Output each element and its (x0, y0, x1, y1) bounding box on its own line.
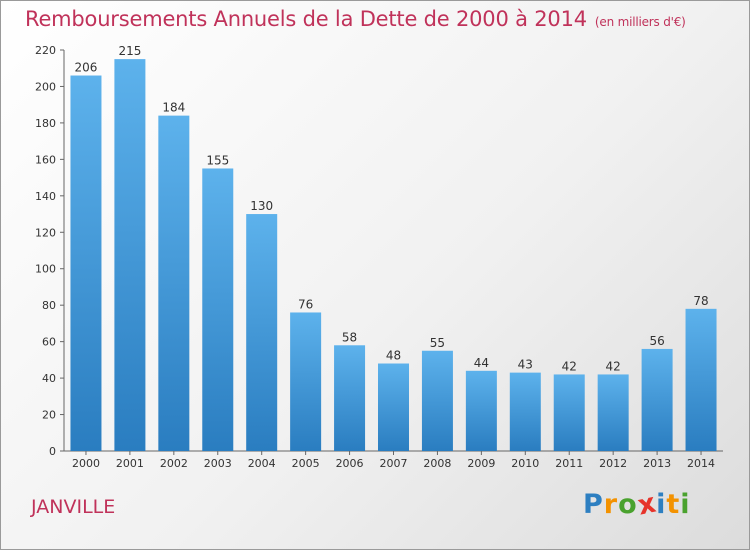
bar-2009 (465, 370, 497, 451)
chart-axes: 0 20 40 60 80 100 120 140 160 180 200 220 2000 2001 20… (35, 44, 723, 470)
x-tick-label: 2007 (380, 457, 408, 470)
bar-2008 (421, 350, 453, 451)
data-label: 130 (250, 199, 273, 213)
chart-bars (70, 59, 717, 452)
data-label: 78 (693, 294, 708, 308)
data-label: 43 (518, 358, 533, 372)
x-tick-label: 2012 (599, 457, 627, 470)
y-tick-label: 140 (35, 190, 56, 203)
x-tick-label: 2004 (248, 457, 276, 470)
bar-2006 (334, 345, 366, 451)
bar-2007 (378, 363, 409, 451)
bar-2004 (246, 214, 278, 451)
x-tick-label: 2010 (511, 457, 539, 470)
data-label: 184 (162, 101, 185, 115)
proxiti-logo: Proxiti (583, 487, 691, 521)
x-tick-label: 2013 (643, 457, 671, 470)
chart-title: Remboursements Annuels de la Dette de 20… (25, 7, 686, 31)
x-tick-label: 2011 (555, 457, 583, 470)
x-tick-label: 2014 (687, 457, 715, 470)
data-label: 42 (606, 359, 621, 373)
x-tick-label: 2006 (336, 457, 364, 470)
chart-title-text: Remboursements Annuels de la Dette de 20… (25, 7, 587, 31)
logo-letter: t (666, 489, 681, 520)
data-label: 76 (298, 297, 313, 311)
logo-letter: o (618, 489, 638, 520)
y-tick-label: 20 (42, 409, 56, 422)
x-tick-label: 2001 (116, 457, 144, 470)
data-label: 42 (562, 359, 577, 373)
bar-2010 (509, 372, 541, 451)
y-tick-label: 0 (49, 445, 56, 458)
data-label: 206 (75, 61, 98, 75)
x-tick-label: 2002 (160, 457, 188, 470)
bar-2014 (685, 308, 717, 451)
y-tick-label: 120 (35, 226, 56, 239)
logo-letter: i (656, 489, 667, 520)
data-label: 48 (386, 349, 401, 363)
y-tick-label: 100 (35, 263, 56, 276)
y-tick-label: 200 (35, 80, 56, 93)
bar-2012 (597, 374, 629, 451)
x-tick-label: 2000 (72, 457, 100, 470)
x-tick-label: 2005 (292, 457, 320, 470)
chart-data-labels: 206 215 184 155 130 76 58 48 55 44 43 42 42 56 78 (75, 44, 709, 373)
data-label: 155 (206, 153, 229, 167)
logo-letter: r (603, 489, 619, 520)
y-tick-label: 40 (42, 372, 56, 385)
data-label: 56 (649, 334, 664, 348)
y-tick-label: 180 (35, 117, 56, 130)
bar-2000 (70, 75, 102, 451)
y-tick-label: 160 (35, 153, 56, 166)
logo-letter: P (583, 489, 604, 520)
chart-unit: (en milliers d'€) (594, 15, 686, 29)
data-label: 58 (342, 330, 357, 344)
y-tick-label: 220 (35, 44, 56, 57)
bar-2011 (553, 374, 585, 451)
logo-letter: i (680, 489, 691, 520)
x-tick-label: 2008 (423, 457, 451, 470)
data-label: 215 (118, 44, 141, 58)
bar-2001 (114, 59, 146, 451)
x-tick-label: 2003 (204, 457, 232, 470)
bar-2005 (290, 312, 322, 451)
x-tick-label: 2009 (467, 457, 495, 470)
data-label: 55 (430, 336, 445, 350)
bar-2002 (158, 115, 190, 452)
data-label: 44 (474, 356, 489, 370)
bar-2003 (202, 168, 234, 451)
y-tick-label: 80 (42, 299, 56, 312)
city-name: JANVILLE (31, 496, 116, 518)
bar-2013 (641, 348, 673, 451)
y-tick-label: 60 (42, 336, 56, 349)
